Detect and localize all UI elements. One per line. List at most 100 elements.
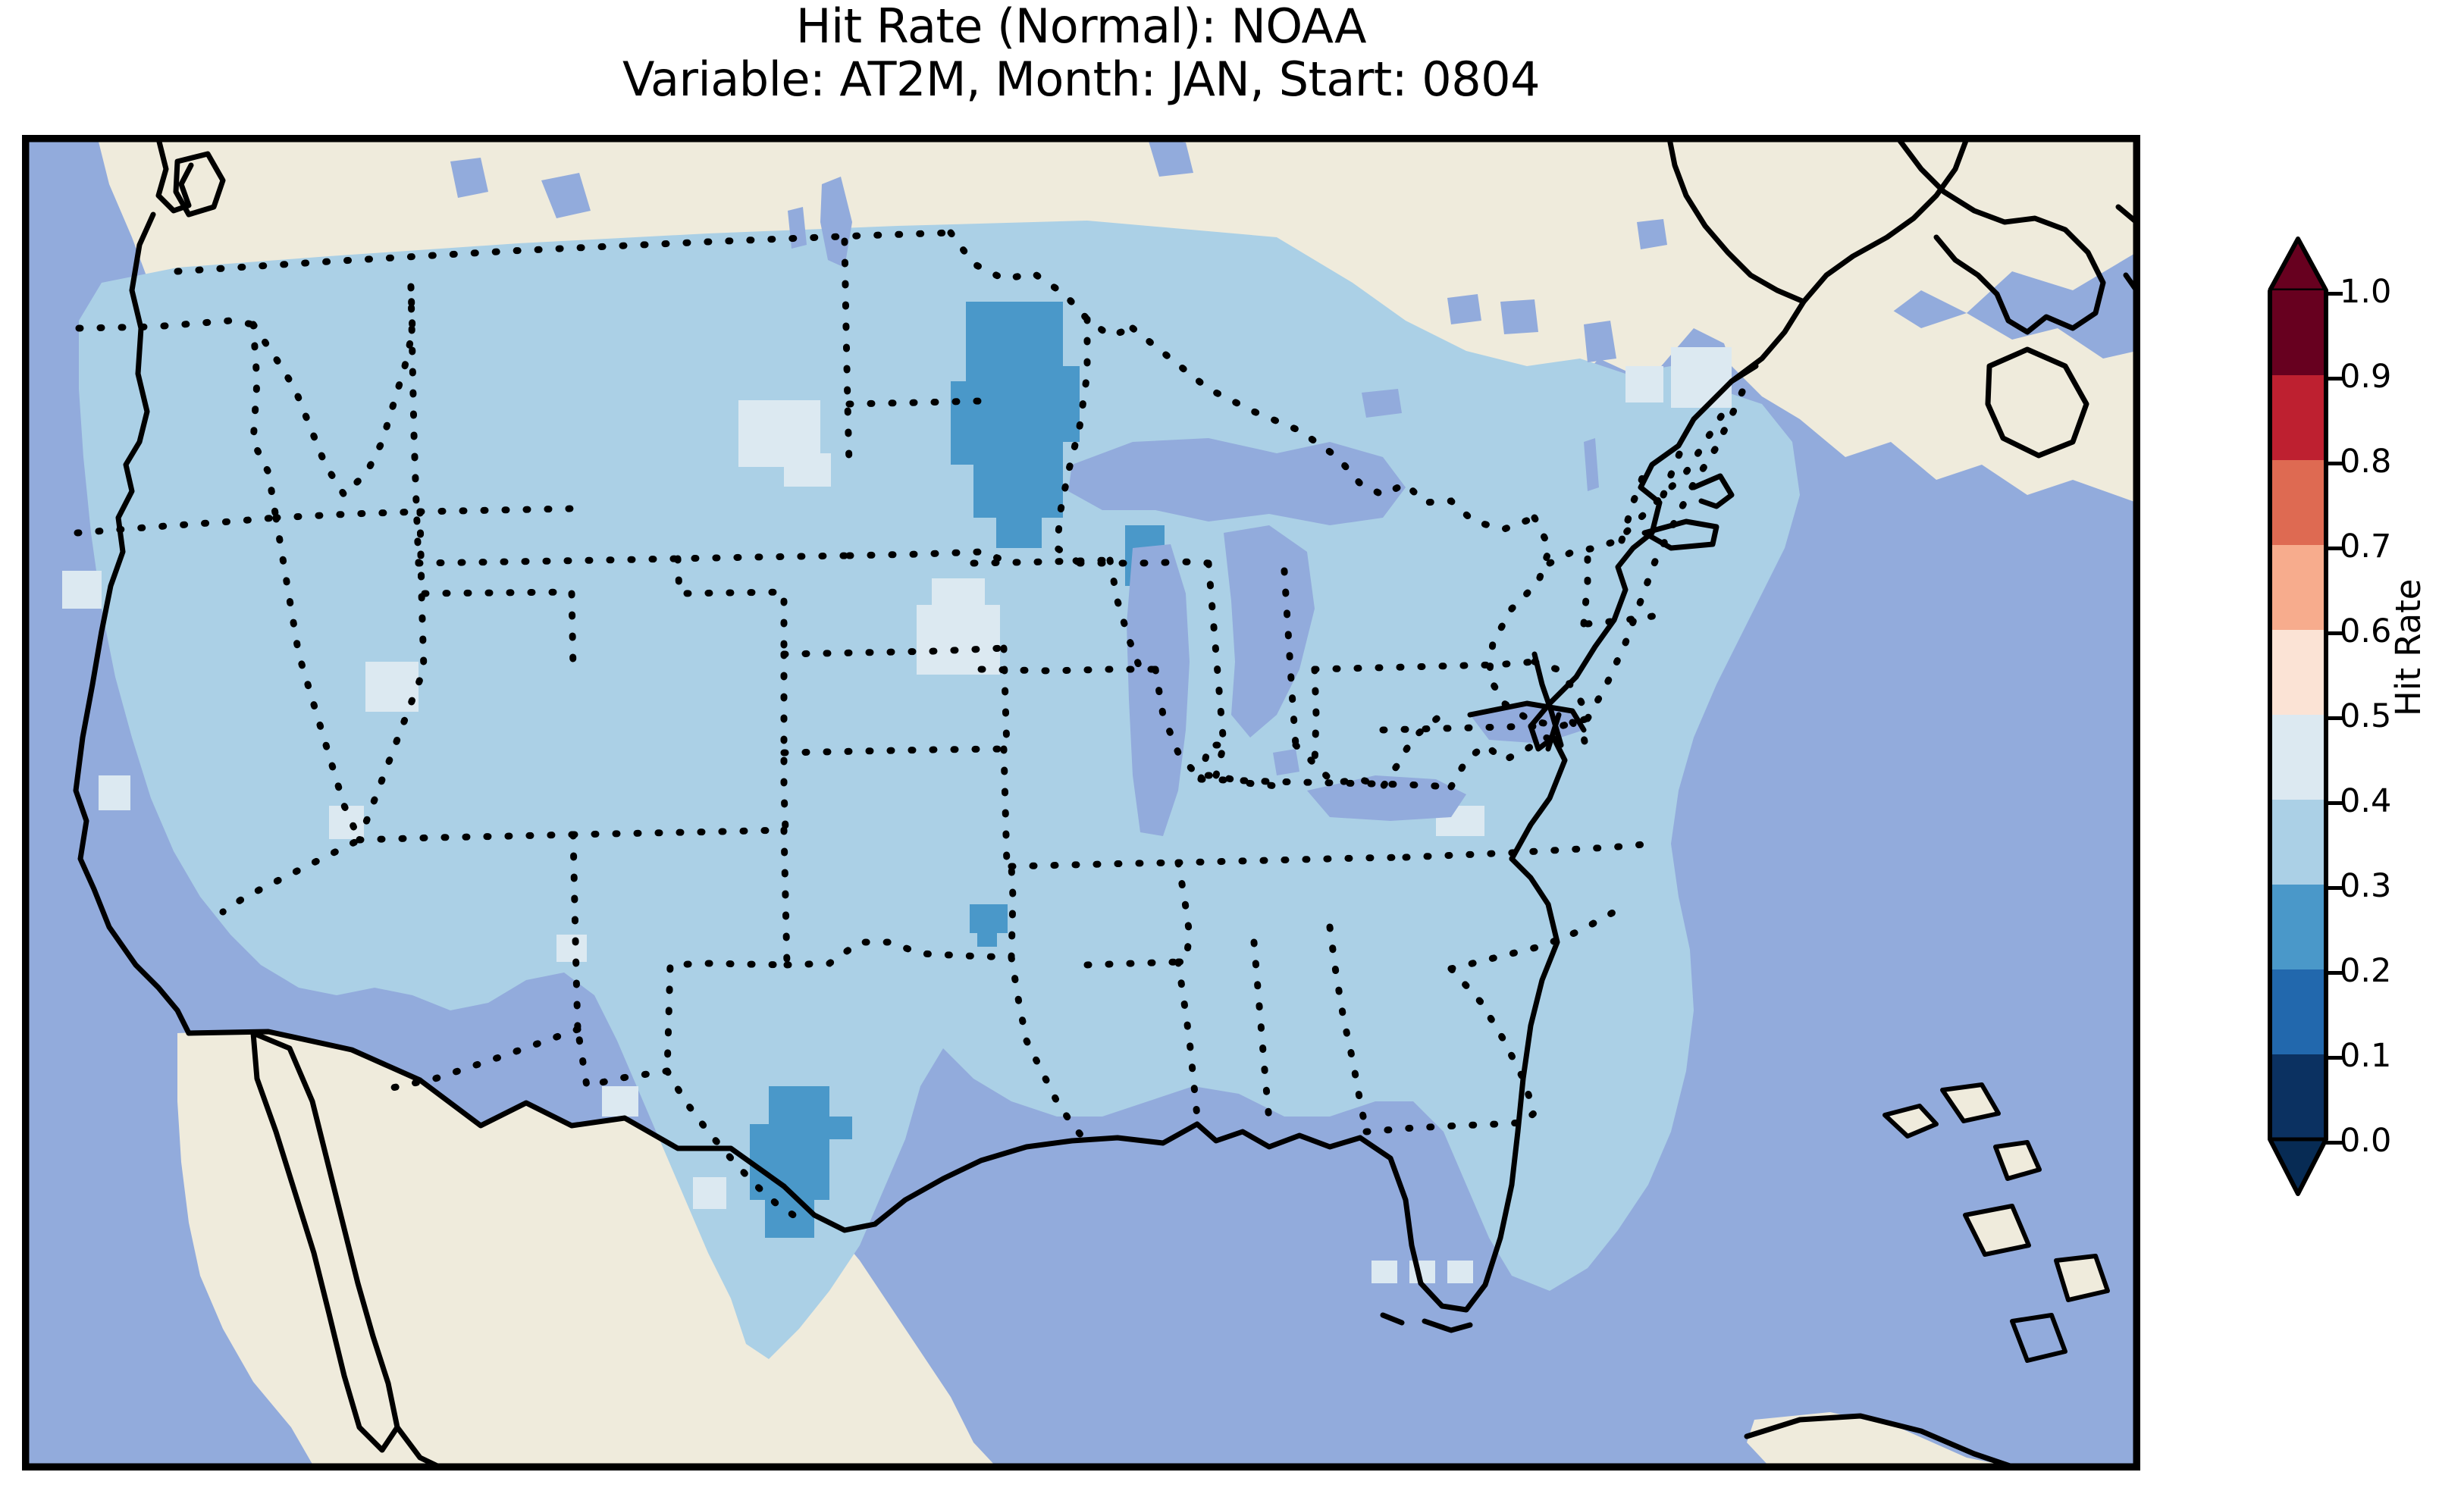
coast-baja: [250, 1030, 400, 1453]
border-ar-ok-tx: [1008, 863, 1017, 961]
border-mt-nd-sd: [841, 237, 853, 468]
border-ut-wy-co: [416, 508, 577, 673]
border-id-wa-or: [249, 321, 280, 521]
cb-tick-mark-0.2: [2326, 971, 2343, 975]
coast-pacific: [73, 139, 194, 1036]
colorbar-title: Hit Rate: [2388, 578, 2428, 716]
border-wy-ne: [674, 555, 788, 658]
lake-huron: [1224, 525, 1315, 738]
cb-tick-mark-0.5: [2326, 716, 2343, 720]
cb-tick-label-0.4: 0.4: [2340, 782, 2392, 820]
border-ms-al: [1250, 938, 1273, 1124]
lake-canada-7: [541, 173, 591, 218]
border-ma-ct: [1584, 611, 1667, 628]
border-co-ks-ne: [780, 650, 789, 834]
lake-canada-5: [1584, 321, 1616, 362]
lake-erie: [1307, 775, 1466, 821]
border-us-canada-west: [174, 229, 955, 275]
border-us-canada-mn: [947, 229, 1136, 340]
border-wi-il: [1076, 558, 1212, 567]
patch-minnesota: [951, 302, 1080, 548]
patch-tx-s: [693, 1177, 726, 1209]
border-sd-ne: [845, 548, 1015, 567]
border-ky-tn: [1197, 775, 1455, 791]
border-ar-ms: [1174, 859, 1193, 966]
patch-ia-mo: [917, 605, 1000, 675]
cb-extend-over: [2268, 236, 2328, 293]
border-mo-ks-ne: [1000, 644, 1011, 753]
patch-ia-mo-b: [932, 578, 985, 609]
lake-st-clair: [1273, 749, 1299, 775]
colorbar-swatches: [2268, 236, 2328, 1196]
border-ny-ne: [1580, 544, 1591, 628]
coast-maine: [1729, 139, 1970, 384]
cb-band-0.1-0.2: [2270, 969, 2326, 1054]
border-vt-nh: [1618, 468, 1648, 544]
border-st-lawrence: [1584, 381, 1749, 722]
cb-tick-mark-0.8: [2326, 462, 2343, 465]
cb-tick-mark-1.0: [2326, 292, 2343, 296]
cb-tick-label-0.0: 0.0: [2340, 1122, 2392, 1160]
border-nm-tx: [663, 826, 791, 1075]
figure-title-line-1: Hit Rate (Normal): NOAA: [795, 0, 1367, 54]
cb-tick-mark-0.9: [2326, 377, 2343, 381]
coast-gulf-texas: [781, 1121, 1363, 1233]
bahamas-4: [1967, 1207, 2027, 1253]
border-wv-oh-pa: [1292, 703, 1455, 791]
coast-florida: [1357, 856, 1560, 1313]
border-id-nv-ut: [272, 508, 424, 521]
coast-st-lawrence: [1666, 139, 1807, 305]
coast-puget: [173, 151, 226, 218]
border-sc-nc: [1447, 908, 1618, 973]
patch-tx-w: [602, 1086, 638, 1117]
border-id-mt: [249, 283, 416, 501]
border-lakes-superior: [1129, 324, 1538, 533]
border-ia-mo: [977, 666, 1159, 675]
cb-band-0.5-0.6: [2270, 630, 2326, 715]
baja-california: [253, 1033, 397, 1450]
cb-extend-under: [2268, 1137, 2328, 1196]
cb-tick-label-0.5: 0.5: [2340, 697, 2392, 735]
border-ky-il-in-oh: [1197, 741, 1227, 783]
cb-band-0.3-0.4: [2270, 800, 2326, 885]
coast-atlantic: [1509, 363, 1759, 862]
map-axes: [22, 135, 2140, 1471]
cb-band-0.4-0.5: [2270, 715, 2326, 800]
cb-outline: [2268, 236, 2328, 1196]
coast-lakes-emphasis: [1467, 700, 1587, 733]
border-tx-mex-rio-grande: [663, 1067, 803, 1223]
bahamas-5: [2058, 1257, 2107, 1298]
border-ny-vt-nh-me: [1546, 408, 1728, 567]
patch-me: [1671, 347, 1732, 408]
cb-tick-label-0.1: 0.1: [2340, 1037, 2392, 1075]
coast-florida-keys: [1380, 1312, 1473, 1333]
map-plot: [26, 139, 2136, 1467]
cb-tick-mark-0.4: [2326, 801, 2343, 805]
cb-tick-mark-0.6: [2326, 631, 2343, 635]
lake-canada-3: [1500, 299, 1538, 334]
patch-missouri: [970, 904, 1008, 933]
border-wy-co: [416, 505, 575, 515]
border-la-ms: [1174, 958, 1201, 1120]
lake-canada-8: [450, 158, 488, 198]
lake-superior: [1068, 438, 1406, 525]
border-tx-la: [1008, 954, 1091, 1147]
nova-scotia: [1989, 351, 2088, 457]
cb-band-0.9-1.0: [2270, 290, 2326, 375]
border-mo-ok: [1000, 745, 1015, 870]
coast-cuba: [1744, 1413, 2015, 1467]
border-de-md: [1569, 719, 1591, 760]
figure-title: Hit Rate (Normal): NOAA Variable: AT2M, …: [0, 0, 2162, 106]
cb-band-0.2-0.3: [2270, 885, 2326, 969]
coast-gulf-california: [186, 1029, 787, 1189]
cb-tick-mark-0.3: [2326, 886, 2343, 890]
cb-band-0.8-0.9: [2270, 375, 2326, 460]
patch-ca-c: [99, 775, 130, 810]
cb-tick-label-0.9: 0.9: [2340, 358, 2392, 396]
cb-tick-label-1.0: 1.0: [2340, 273, 2392, 311]
lake-champlain: [1584, 438, 1599, 491]
cb-tick-label-0.8: 0.8: [2340, 443, 2392, 481]
cb-tick-label-0.7: 0.7: [2340, 528, 2392, 565]
cuba: [1747, 1412, 2012, 1467]
border-tn-ms-al-ga: [1174, 853, 1409, 866]
